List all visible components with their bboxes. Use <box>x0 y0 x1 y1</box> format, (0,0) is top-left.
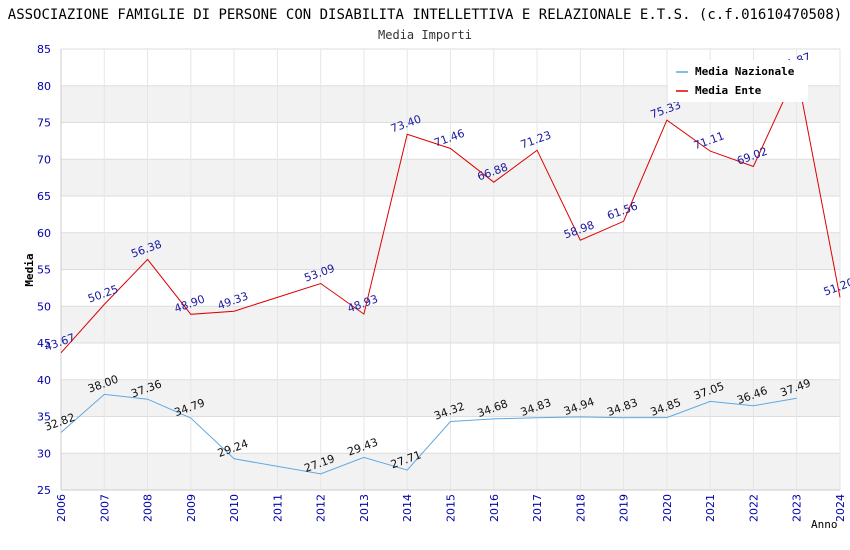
y-tick-label: 80 <box>37 80 51 93</box>
x-tick-label: 2020 <box>661 494 674 522</box>
y-tick-label: 40 <box>37 374 51 387</box>
y-tick-label: 70 <box>37 153 51 166</box>
y-tick-label: 45 <box>37 337 51 350</box>
x-axis-label: Anno <box>811 518 838 531</box>
y-axis-label: Media <box>23 253 36 286</box>
legend-label-ente: Media Ente <box>695 84 762 97</box>
x-tick-label: 2010 <box>228 494 241 522</box>
data-label-ente: 71.46 <box>432 127 466 150</box>
data-label-ente: 50.25 <box>86 283 120 306</box>
x-tick-label: 2024 <box>834 494 847 522</box>
x-tick-label: 2008 <box>142 494 155 522</box>
chart-subtitle: Media Importi <box>378 28 472 42</box>
y-tick-label: 75 <box>37 117 51 130</box>
series-line-ente <box>60 70 841 354</box>
y-tick-label: 55 <box>37 264 51 277</box>
chart-title: ASSOCIAZIONE FAMIGLIE DI PERSONE CON DIS… <box>8 7 842 23</box>
y-tick-label: 25 <box>37 484 51 497</box>
y-axis: 25 30 35 40 45 50 55 60 65 70 75 80 85 <box>37 43 51 497</box>
data-label-ente: 71.23 <box>519 128 553 151</box>
y-tick-label: 60 <box>37 227 51 240</box>
series-lines <box>60 70 841 475</box>
legend-label-nazionale: Media Nazionale <box>695 65 795 78</box>
x-tick-label: 2023 <box>791 494 804 522</box>
data-label-ente: 61.56 <box>605 200 639 223</box>
data-label-ente: 71.11 <box>692 129 726 152</box>
x-tick-label: 2017 <box>531 494 544 522</box>
x-tick-label: 2009 <box>185 494 198 522</box>
y-tick-label: 50 <box>37 300 51 313</box>
y-tick-label: 30 <box>37 447 51 460</box>
data-label-ente: 51.20 <box>822 276 850 299</box>
x-tick-label: 2018 <box>574 494 587 522</box>
x-tick-label: 2015 <box>445 494 458 522</box>
y-tick-label: 85 <box>37 43 51 56</box>
x-axis: 2006 2007 2008 2009 2010 2011 2012 2013 2014 2015… <box>55 494 847 522</box>
grid-lines <box>60 48 841 491</box>
y-tick-label: 65 <box>37 190 51 203</box>
legend: Media Nazionale Media Ente <box>668 60 808 102</box>
y-tick-label: 35 <box>37 411 51 424</box>
x-tick-label: 2007 <box>98 494 111 522</box>
x-tick-label: 2016 <box>488 494 501 522</box>
x-tick-label: 2014 <box>401 494 414 522</box>
x-tick-label: 2012 <box>315 494 328 522</box>
x-tick-label: 2022 <box>747 494 760 522</box>
x-tick-label: 2006 <box>55 494 68 522</box>
data-label-ente: 43.67 <box>43 331 77 354</box>
x-tick-label: 2019 <box>618 494 631 522</box>
legend-box <box>668 60 808 102</box>
x-tick-label: 2013 <box>358 494 371 522</box>
series-line-nazionale <box>60 393 797 475</box>
x-tick-label: 2011 <box>271 494 284 522</box>
x-tick-label: 2021 <box>704 494 717 522</box>
